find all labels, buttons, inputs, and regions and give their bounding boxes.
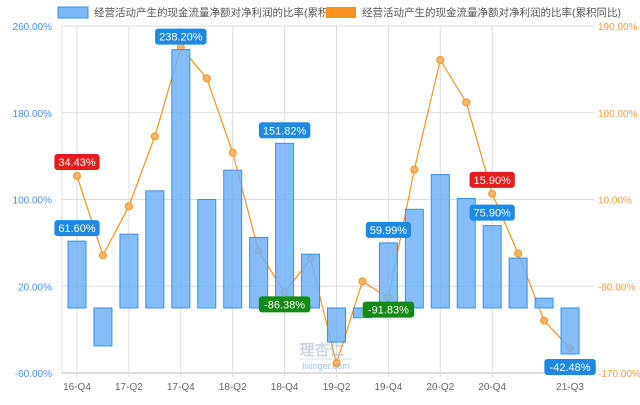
data-label: 34.43% xyxy=(54,153,100,170)
line-point xyxy=(358,277,367,286)
bar xyxy=(508,257,528,309)
data-label: 15.90% xyxy=(469,171,515,188)
x-tick-label: 19-Q4 xyxy=(375,382,403,393)
y-right-tick-label: 10.00% xyxy=(598,196,632,207)
line-point xyxy=(228,148,237,157)
x-tick-label: 17-Q2 xyxy=(115,382,143,393)
line-point xyxy=(540,316,549,325)
y-left-tick-label: 20.00% xyxy=(18,282,52,293)
bar-series xyxy=(67,49,580,355)
x-tick-label: 16-Q4 xyxy=(63,382,91,393)
legend: 经营活动产生的现金流量净额对净利润的比率(累积) 经营活动产生的现金流量净额对净… xyxy=(57,6,621,19)
line-point xyxy=(514,249,523,258)
data-label: 151.82% xyxy=(258,122,311,139)
data-label-box xyxy=(469,204,515,221)
bar xyxy=(197,199,217,309)
data-label-box xyxy=(54,153,100,170)
data-label: -86.38% xyxy=(258,296,311,313)
line-point xyxy=(124,202,133,211)
data-label-text: -91.83% xyxy=(368,305,409,317)
bar xyxy=(378,242,398,309)
line-point xyxy=(488,189,497,198)
data-label-box xyxy=(362,301,415,318)
data-label: 61.60% xyxy=(54,220,100,237)
legend-swatch-line xyxy=(326,7,356,18)
y-right-tick-label: 190.00% xyxy=(598,22,638,33)
data-label: -91.83% xyxy=(362,301,415,318)
data-label-text: 238.20% xyxy=(159,32,203,44)
data-label: 238.20% xyxy=(155,28,207,45)
data-label-box xyxy=(258,122,311,139)
bar xyxy=(249,236,269,309)
y-left-tick-label: 260.00% xyxy=(13,22,53,33)
y-right-tick-label: -170.00% xyxy=(598,369,640,380)
data-label-text: 61.60% xyxy=(58,223,96,235)
svg-text:lixinger.com: lixinger.com xyxy=(302,361,350,371)
line-point xyxy=(150,132,159,141)
x-tick-label: 20-Q2 xyxy=(426,382,454,393)
bar xyxy=(171,49,191,309)
line-point xyxy=(98,251,107,260)
bar xyxy=(327,307,346,343)
bar xyxy=(67,240,87,309)
data-label-box xyxy=(544,359,596,376)
data-labels: 61.60% 238.20% 151.82% 59.99% 75.90% -42.48% 3… xyxy=(54,28,596,376)
y-right-tick-label: -80.00% xyxy=(598,282,635,293)
x-tick-label: 17-Q4 xyxy=(167,382,195,393)
x-tick-label: 18-Q2 xyxy=(219,382,247,393)
y-left-tick-label: 180.00% xyxy=(13,109,53,120)
y-left-tick-label: 100.00% xyxy=(13,196,53,207)
line-point xyxy=(332,359,341,368)
y-left-tick-label: -60.00% xyxy=(15,369,52,380)
bar xyxy=(560,307,580,355)
bar xyxy=(275,142,295,309)
line-point xyxy=(436,56,445,65)
x-tick-label: 18-Q4 xyxy=(271,382,299,393)
data-label-text: 15.90% xyxy=(474,175,512,187)
legend-swatch-bar xyxy=(57,6,89,19)
data-label-text: 59.99% xyxy=(370,225,408,237)
bar xyxy=(145,190,165,309)
bar xyxy=(93,307,113,347)
bar xyxy=(430,174,450,309)
line-point xyxy=(202,74,211,83)
bar xyxy=(456,197,476,309)
bar xyxy=(534,297,554,309)
data-label: 75.90% xyxy=(469,204,515,221)
x-tick-label: 19-Q2 xyxy=(323,382,351,393)
data-label-text: -86.38% xyxy=(264,299,305,311)
watermark-logo: 理杏仁 lixinger.com xyxy=(299,341,352,371)
svg-text:理杏仁: 理杏仁 xyxy=(299,341,344,359)
bar xyxy=(482,225,502,309)
x-tick-label: 20-Q4 xyxy=(478,382,506,393)
legend-label-line[interactable]: 经营活动产生的现金流量净额对净利润的比率(累积同比) xyxy=(362,6,621,19)
y-right-tick-label: 100.00% xyxy=(598,109,638,120)
data-label-box xyxy=(365,221,411,238)
data-label-text: -42.48% xyxy=(550,362,591,374)
data-label-text: 75.90% xyxy=(474,208,512,220)
x-tick-label: 21-Q3 xyxy=(556,382,584,393)
data-label-box xyxy=(54,220,100,237)
axes: 260.00% 180.00% 100.00% 20.00% -60.00% 190.00… xyxy=(13,22,640,393)
data-label-box xyxy=(469,171,515,188)
data-label: 59.99% xyxy=(365,221,411,238)
bar xyxy=(223,169,243,309)
line-point xyxy=(410,165,419,174)
line-point xyxy=(73,171,81,180)
bar xyxy=(301,253,321,309)
data-label-text: 34.43% xyxy=(58,157,96,169)
data-label-text: 151.82% xyxy=(263,125,307,137)
data-label: -42.48% xyxy=(544,359,596,376)
data-label-box xyxy=(155,28,207,45)
bar xyxy=(119,233,139,309)
data-label-box xyxy=(258,296,311,313)
legend-label-bar[interactable]: 经营活动产生的现金流量净额对净利润的比率(累积) xyxy=(94,6,332,19)
line-point xyxy=(462,98,471,107)
